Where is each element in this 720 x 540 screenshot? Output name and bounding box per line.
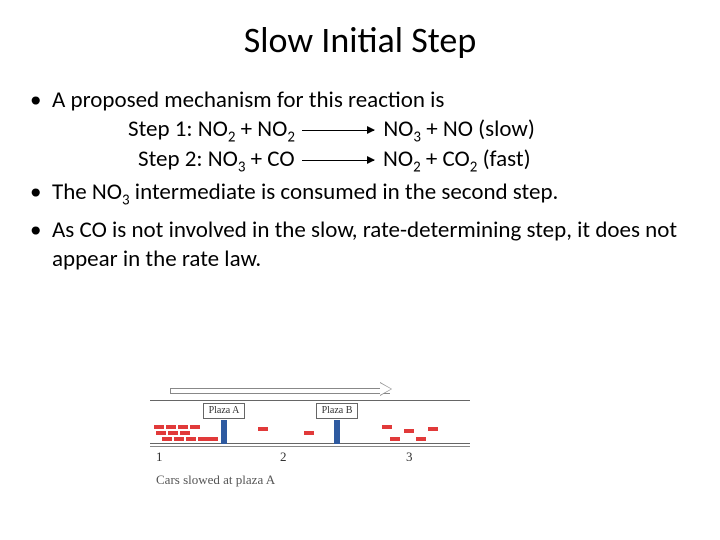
booth-a bbox=[221, 420, 227, 444]
bullet-2: The NO3 intermediate is consumed in the … bbox=[30, 178, 690, 207]
step-2-note: (fast) bbox=[477, 145, 530, 173]
car-icon bbox=[304, 431, 314, 435]
car-icon bbox=[190, 425, 200, 429]
step-1-lhs-a: NO bbox=[198, 115, 228, 143]
car-icon bbox=[174, 437, 184, 441]
car-icon bbox=[198, 437, 208, 441]
car-icon bbox=[404, 429, 414, 433]
car-icon bbox=[428, 427, 438, 431]
seg-2: 2 bbox=[280, 449, 287, 465]
car-icon bbox=[390, 437, 400, 441]
bullet-2-post: intermediate is consumed in the second s… bbox=[130, 178, 559, 206]
bullet-list: A proposed mechanism for this reaction i… bbox=[30, 86, 690, 275]
car-icon bbox=[156, 431, 166, 435]
step-2-label: Step 2: bbox=[138, 145, 208, 173]
diagram-caption: Cars slowed at plaza A bbox=[156, 472, 275, 488]
bullet-1: A proposed mechanism for this reaction i… bbox=[30, 86, 690, 174]
step-1-plus2: + bbox=[421, 115, 443, 143]
bullet-2-pre: The NO bbox=[52, 178, 122, 206]
step-2-plus1: + bbox=[245, 145, 267, 173]
plaza-b-label: Plaza B bbox=[316, 403, 358, 419]
car-icon bbox=[168, 431, 178, 435]
step-1-rhs-b: NO bbox=[443, 115, 473, 143]
direction-arrow bbox=[160, 386, 390, 396]
step-1-rhs-a: NO bbox=[378, 115, 413, 143]
car-icon bbox=[258, 427, 268, 431]
step-2: Step 2: NO3 + CO NO2 + CO2 (fast) bbox=[52, 145, 690, 174]
step-2-lhs-a: NO bbox=[208, 145, 238, 173]
step-2-rhs-b: CO bbox=[443, 145, 470, 173]
car-icon bbox=[180, 431, 190, 435]
car-icon bbox=[162, 437, 172, 441]
car-icon bbox=[166, 425, 176, 429]
step-2-rhs-a-sub: 2 bbox=[413, 158, 421, 176]
booth-b bbox=[334, 420, 340, 444]
segment-numbers: 1 2 3 bbox=[150, 446, 470, 447]
page-title: Slow Initial Step bbox=[30, 18, 690, 62]
seg-1: 1 bbox=[156, 449, 163, 465]
car-icon bbox=[416, 437, 426, 441]
car-icon bbox=[178, 425, 188, 429]
step-2-plus2: + bbox=[421, 145, 443, 173]
bullet-2-sub: 3 bbox=[122, 192, 130, 210]
seg-3: 3 bbox=[406, 449, 413, 465]
step-2-rhs-a: NO bbox=[378, 145, 413, 173]
step-1-label: Step 1: bbox=[128, 115, 198, 143]
toll-plaza-diagram: Plaza A Plaza B 1 2 3 Cars slowed at pla… bbox=[150, 380, 470, 500]
plaza-a-label: Plaza A bbox=[203, 403, 245, 419]
bullet-3-text: As CO is not involved in the slow, rate-… bbox=[52, 216, 677, 273]
arrow-icon bbox=[302, 130, 374, 131]
step-1: Step 1: NO2 + NO2 NO3 + NO (slow) bbox=[52, 115, 690, 144]
car-icon bbox=[154, 425, 164, 429]
car-icon bbox=[208, 437, 218, 441]
step-1-lhs-b: NO bbox=[257, 115, 287, 143]
car-icon bbox=[186, 437, 196, 441]
step-2-lhs-b: CO bbox=[267, 145, 294, 173]
bullet-3: As CO is not involved in the slow, rate-… bbox=[30, 216, 690, 275]
road-band: Plaza A Plaza B bbox=[150, 400, 470, 444]
arrow-icon bbox=[302, 160, 374, 161]
step-1-plus1: + bbox=[235, 115, 257, 143]
car-icon bbox=[382, 425, 392, 429]
step-1-note: (slow) bbox=[473, 115, 535, 143]
bullet-1-text: A proposed mechanism for this reaction i… bbox=[52, 86, 444, 114]
